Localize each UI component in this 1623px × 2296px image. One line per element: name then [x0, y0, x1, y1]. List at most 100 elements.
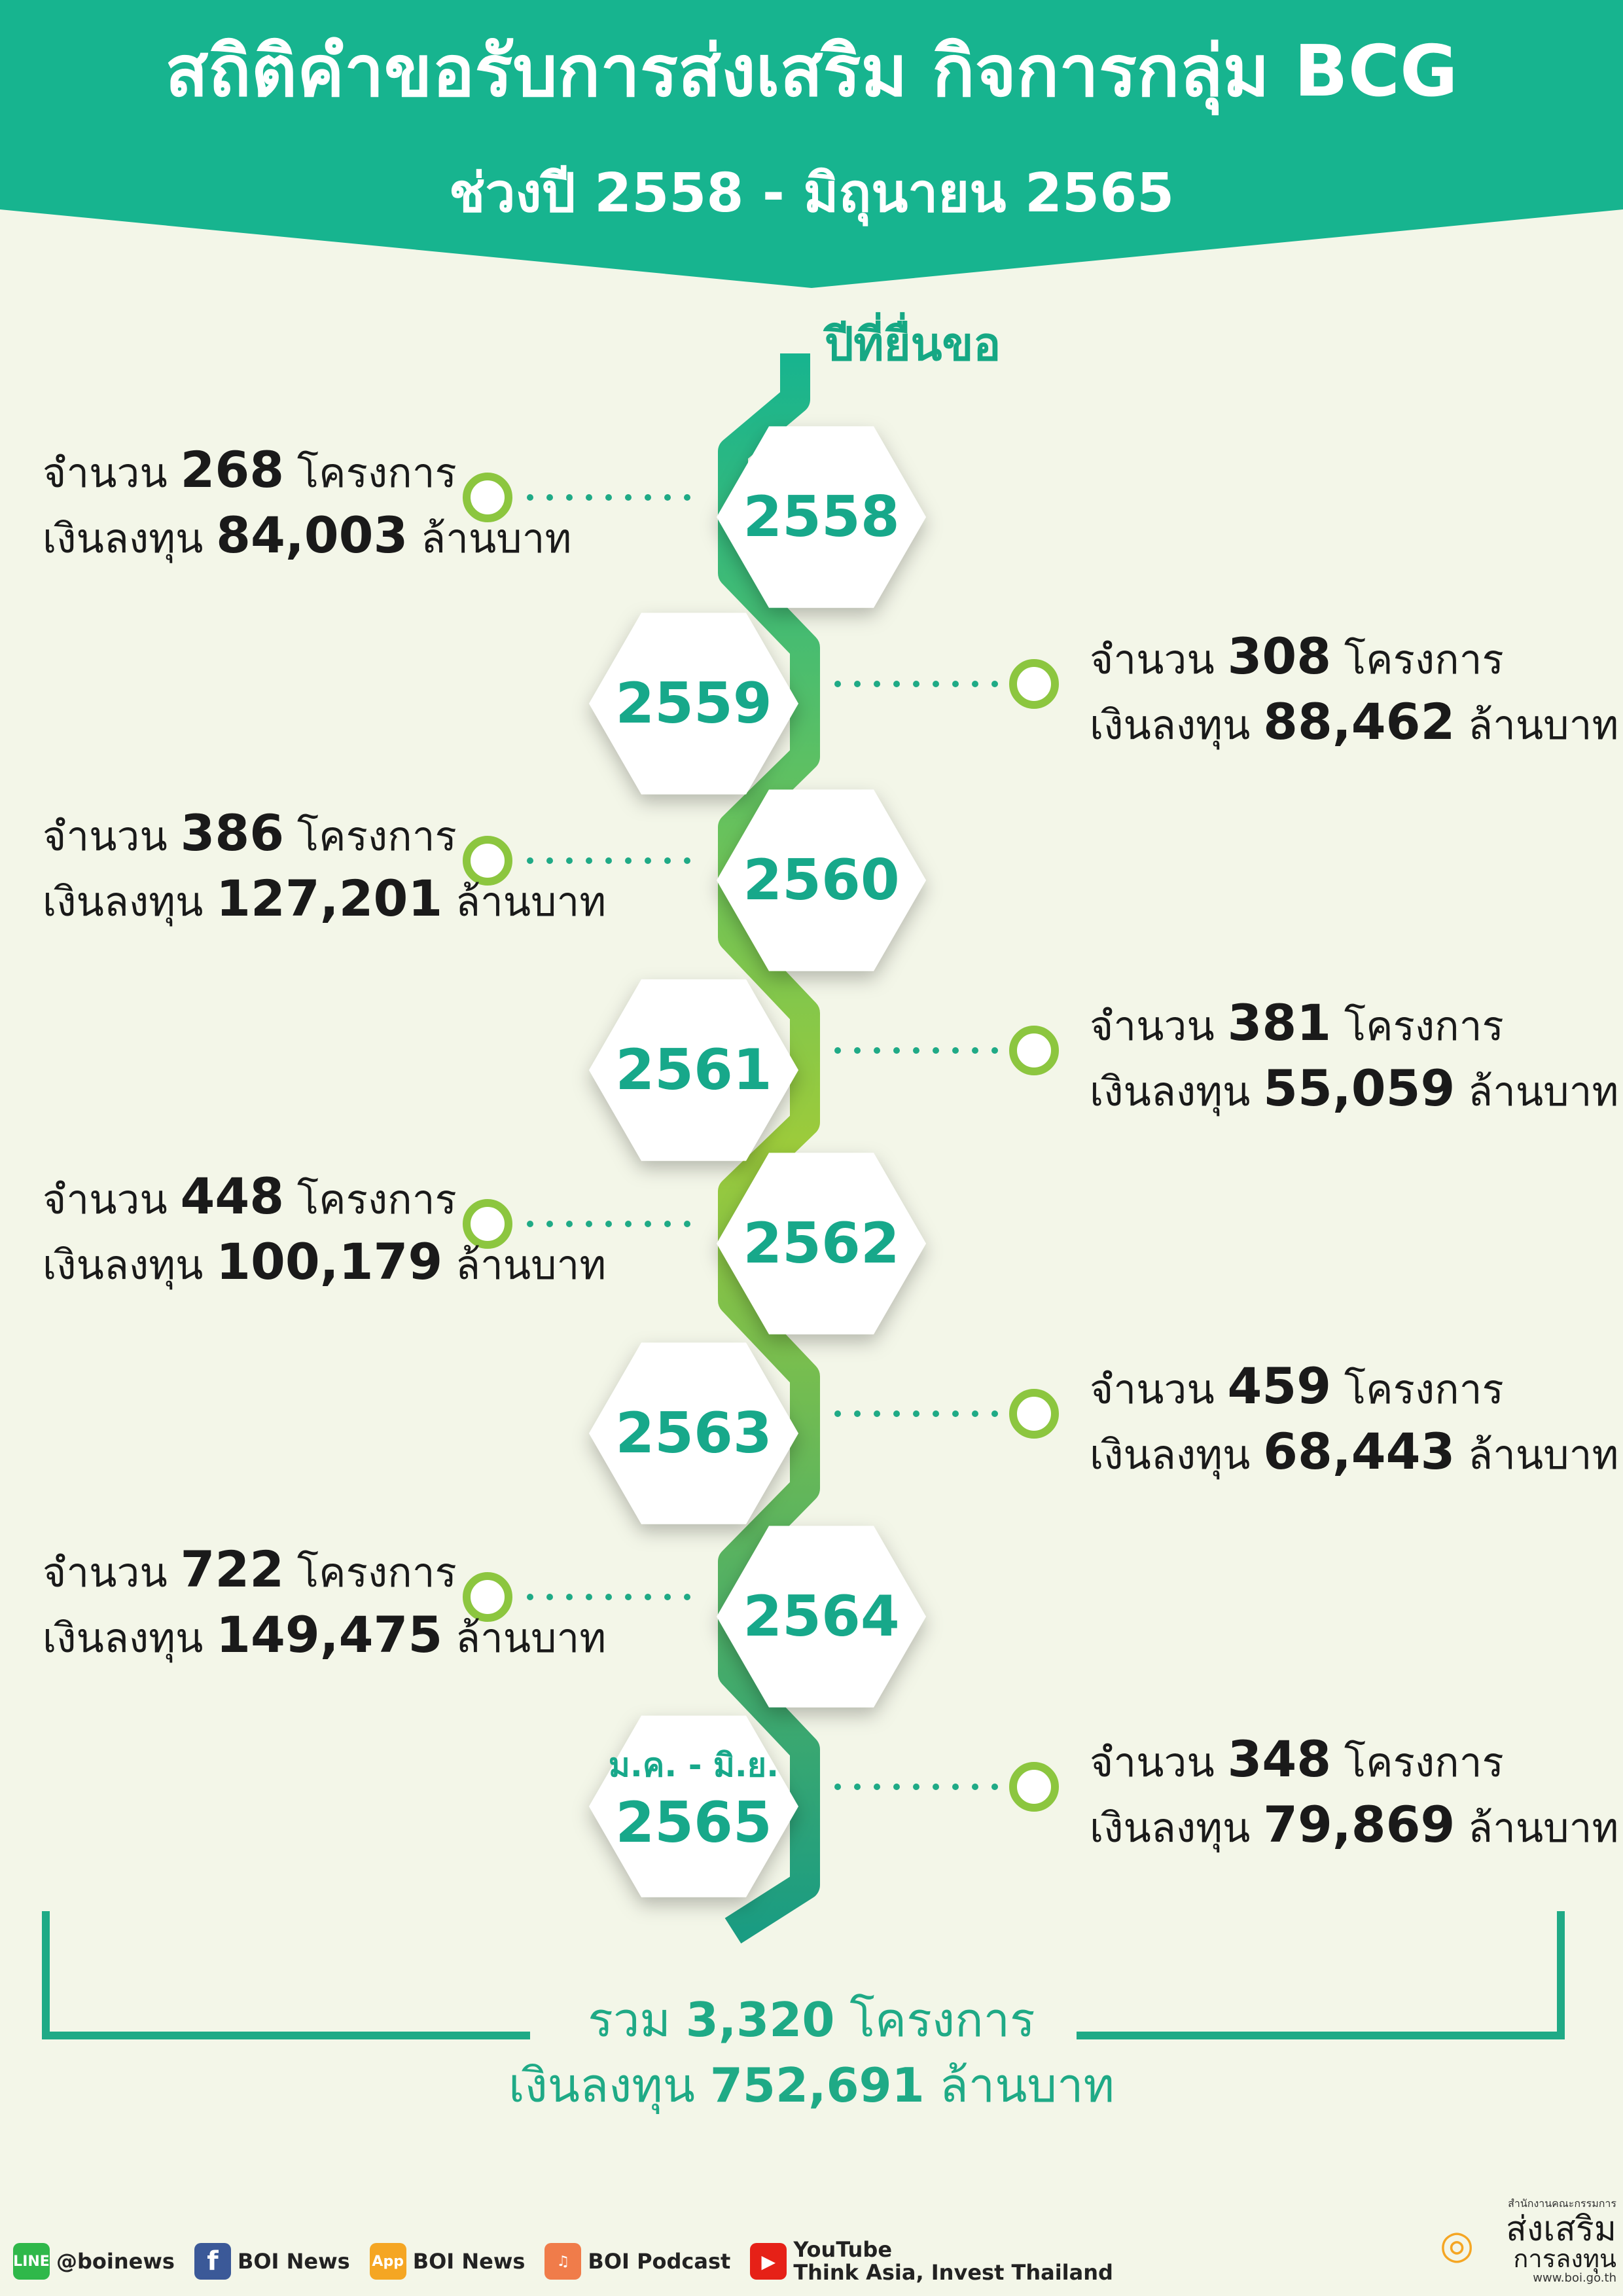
- year-stats: จำนวน 381 โครงการ เงินลงทุน 55,059 ล้านบา…: [1090, 994, 1619, 1117]
- connector-dot: [952, 681, 959, 687]
- connector-dot: [933, 1784, 939, 1790]
- connector-dot: [566, 1594, 573, 1600]
- connector-dot: [586, 1221, 592, 1227]
- connector-dot: [605, 494, 612, 501]
- connector-dot: [854, 1410, 861, 1417]
- year-hexagon: [589, 979, 798, 1161]
- connector-dot: [972, 1410, 978, 1417]
- connector-dot: [684, 857, 690, 864]
- project-count: 722: [180, 1540, 285, 1598]
- marker-circle: [1009, 1762, 1059, 1812]
- connector-dot: [854, 1784, 861, 1790]
- connector-dot: [605, 1594, 612, 1600]
- connector-dot: [546, 494, 553, 501]
- connector-dot: [972, 681, 978, 687]
- marker-circle: [1009, 1389, 1059, 1439]
- marker-circle: [1009, 1026, 1059, 1075]
- year-label: 2558: [743, 484, 900, 550]
- marker-circle: [463, 1199, 512, 1249]
- connector-dot: [625, 1594, 632, 1600]
- connector-dot: [991, 1784, 998, 1790]
- total-bracket-right: [1077, 1911, 1565, 2039]
- connector-dot: [527, 857, 533, 864]
- connector-dot: [566, 494, 573, 501]
- connector-dot: [566, 857, 573, 864]
- connector-dot: [664, 494, 671, 501]
- connector-dot: [684, 494, 690, 501]
- investment-amount: 55,059: [1263, 1059, 1455, 1117]
- connector-dot: [913, 1784, 919, 1790]
- marker-circle: [463, 836, 512, 886]
- connector-dot: [664, 857, 671, 864]
- project-count: 448: [180, 1167, 285, 1225]
- connector-dot: [952, 1410, 959, 1417]
- connector-dot: [527, 1594, 533, 1600]
- connector-dot: [893, 1784, 900, 1790]
- connector-dot: [664, 1594, 671, 1600]
- connector-dot: [546, 1221, 553, 1227]
- line-link[interactable]: LINE @boinews: [13, 2243, 175, 2280]
- app-link[interactable]: App BOI News: [369, 2243, 525, 2280]
- podcast-link[interactable]: ♫ BOI Podcast: [544, 2243, 730, 2280]
- year-stats: จำนวน 308 โครงการ เงินลงทุน 88,462 ล้านบา…: [1090, 627, 1619, 751]
- timeline-path: [718, 353, 820, 1944]
- connector-dot: [913, 681, 919, 687]
- year-hexagon: [717, 1153, 926, 1335]
- connector-dot: [605, 857, 612, 864]
- connector-dot: [527, 1221, 533, 1227]
- facebook-icon: f: [194, 2243, 231, 2280]
- project-count: 308: [1227, 627, 1332, 685]
- logo-swirl-icon: ◎: [1440, 2222, 1474, 2268]
- connector-dot: [645, 1221, 651, 1227]
- connector-dot: [874, 1410, 880, 1417]
- investment-amount: 100,179: [216, 1232, 443, 1291]
- year-label: 2562: [743, 1211, 900, 1276]
- connector-dot: [972, 1784, 978, 1790]
- youtube-link[interactable]: ▶ YouTube Think Asia, Invest Thailand: [750, 2238, 1113, 2284]
- investment-amount: 84,003: [216, 506, 408, 564]
- connector-dot: [874, 1047, 880, 1054]
- connector-dot: [586, 494, 592, 501]
- connector-dot: [991, 1410, 998, 1417]
- connector-dot: [527, 494, 533, 501]
- connector-dot: [874, 681, 880, 687]
- youtube-icon: ▶: [750, 2243, 787, 2280]
- connector-dot: [874, 1784, 880, 1790]
- project-count: 381: [1227, 994, 1332, 1052]
- connector-dot: [645, 857, 651, 864]
- year-stats: จำนวน 268 โครงการ เงินลงทุน 84,003 ล้านบา…: [43, 440, 572, 564]
- facebook-link[interactable]: f BOI News: [194, 2243, 350, 2280]
- connector-dot: [952, 1784, 959, 1790]
- page-subtitle: ช่วงปี 2558 - มิถุนายน 2565: [448, 162, 1175, 224]
- connector-dot: [566, 1221, 573, 1227]
- connector-dot: [893, 1047, 900, 1054]
- project-count: 268: [180, 440, 285, 499]
- boi-logo: ◎ สำนักงานคณะกรรมการ ส่งเสริม การลงทุน w…: [1440, 2197, 1616, 2285]
- line-icon: LINE: [13, 2243, 50, 2280]
- connector-dot: [834, 1047, 841, 1054]
- year-label: 2564: [743, 1584, 900, 1649]
- marker-circle: [1009, 659, 1059, 709]
- connector-dot: [586, 857, 592, 864]
- page-title: สถิติคำขอรับการส่งเสริม กิจการกลุ่ม BCG: [165, 31, 1458, 113]
- investment-amount: 88,462: [1263, 692, 1455, 751]
- connector-dot: [834, 1784, 841, 1790]
- year-stats: จำนวน 386 โครงการ เงินลงทุน 127,201 ล้านบ…: [43, 804, 607, 927]
- year-label: 2560: [743, 848, 900, 913]
- connector-dot: [913, 1047, 919, 1054]
- year-label: 2561: [615, 1037, 772, 1103]
- year-hexagon: [717, 789, 926, 971]
- connector-dot: [664, 1221, 671, 1227]
- connector-dot: [991, 681, 998, 687]
- year-hexagon: [589, 613, 798, 795]
- year-stats: จำนวน 722 โครงการ เงินลงทุน 149,475 ล้านบ…: [43, 1540, 607, 1664]
- connector-dot: [625, 857, 632, 864]
- year-label: 2559: [615, 671, 772, 736]
- connector-dot: [684, 1221, 690, 1227]
- app-icon: App: [369, 2243, 406, 2280]
- connector-dot: [854, 681, 861, 687]
- connector-dot: [625, 494, 632, 501]
- year-hexagon: [717, 1526, 926, 1708]
- total-investment-line: เงินลงทุน 752,691 ล้านบาท: [508, 2058, 1115, 2113]
